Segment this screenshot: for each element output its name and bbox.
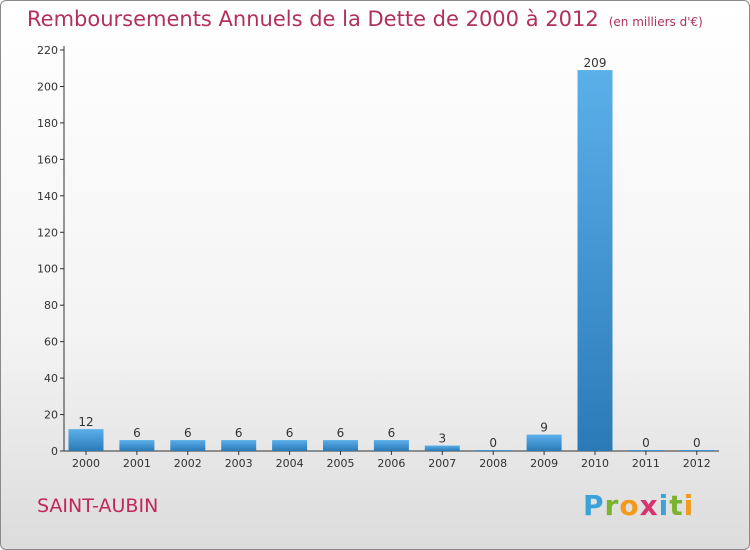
y-tick-label: 80	[44, 299, 58, 312]
bar	[475, 450, 511, 451]
x-tick-label: 2011	[632, 457, 660, 470]
logo-letter: t	[669, 489, 684, 522]
y-tick-label: 60	[44, 336, 58, 349]
bar	[170, 440, 206, 451]
x-tick-label: 2002	[174, 457, 202, 470]
chart-title-text: Remboursements Annuels de la Dette de 20…	[27, 7, 599, 31]
value-label: 6	[133, 426, 141, 440]
x-tick-label: 2006	[377, 457, 405, 470]
chart-unit: (en milliers d'€)	[608, 15, 703, 29]
value-label: 209	[584, 56, 607, 70]
value-label: 6	[286, 426, 294, 440]
value-label: 6	[184, 426, 192, 440]
y-tick-label: 200	[37, 80, 58, 93]
bar	[272, 440, 308, 451]
y-tick-label: 20	[44, 409, 58, 422]
x-tick-label: 2010	[581, 457, 609, 470]
bar	[424, 445, 460, 451]
bar	[68, 429, 104, 451]
value-label: 0	[693, 436, 701, 450]
x-tick-label: 2012	[683, 457, 711, 470]
logo-letter: i	[683, 489, 695, 522]
logo-letter: P	[583, 489, 605, 522]
chart-bars	[68, 70, 715, 452]
bar	[373, 440, 409, 451]
value-label: 6	[388, 426, 396, 440]
commune-name: SAINT-AUBIN	[37, 495, 159, 517]
bar	[577, 70, 613, 452]
bar	[119, 440, 155, 451]
x-tick-label: 2000	[72, 457, 100, 470]
logo-letter: x	[639, 489, 659, 522]
x-tick-label: 2008	[479, 457, 507, 470]
value-label: 6	[235, 426, 243, 440]
chart-labels: 2000 12 2001 6 2002 6 2003 6 2004 6 2005 6 2006 6 2007…	[72, 56, 711, 470]
x-tick-label: 2004	[276, 457, 304, 470]
proxiti-logo: Proxiti	[583, 489, 694, 522]
y-tick-label: 160	[37, 153, 58, 166]
logo-letter: o	[619, 489, 640, 522]
x-tick-label: 2007	[428, 457, 456, 470]
value-label: 3	[438, 432, 446, 446]
y-tick-label: 140	[37, 190, 58, 203]
value-label: 6	[337, 426, 345, 440]
bar	[526, 434, 562, 451]
x-tick-label: 2005	[327, 457, 355, 470]
bar	[679, 450, 715, 451]
bar	[323, 440, 358, 451]
y-tick-label: 100	[37, 263, 58, 276]
y-tick-label: 0	[51, 445, 58, 458]
x-tick-label: 2001	[123, 457, 151, 470]
y-tick-label: 220	[37, 44, 58, 57]
x-tick-label: 2009	[530, 457, 558, 470]
bar	[221, 440, 257, 451]
bar	[628, 450, 664, 451]
value-label: 0	[489, 436, 497, 450]
y-tick-label: 40	[44, 372, 58, 385]
value-label: 9	[540, 421, 548, 435]
logo-letter: i	[658, 489, 670, 522]
logo-letter: r	[604, 489, 620, 522]
chart-title: Remboursements Annuels de la Dette de 20…	[27, 7, 703, 31]
value-label: 0	[642, 436, 650, 450]
y-tick-label: 180	[37, 117, 58, 130]
value-label: 12	[78, 415, 93, 429]
y-tick-label: 120	[37, 226, 58, 239]
x-tick-label: 2003	[225, 457, 253, 470]
